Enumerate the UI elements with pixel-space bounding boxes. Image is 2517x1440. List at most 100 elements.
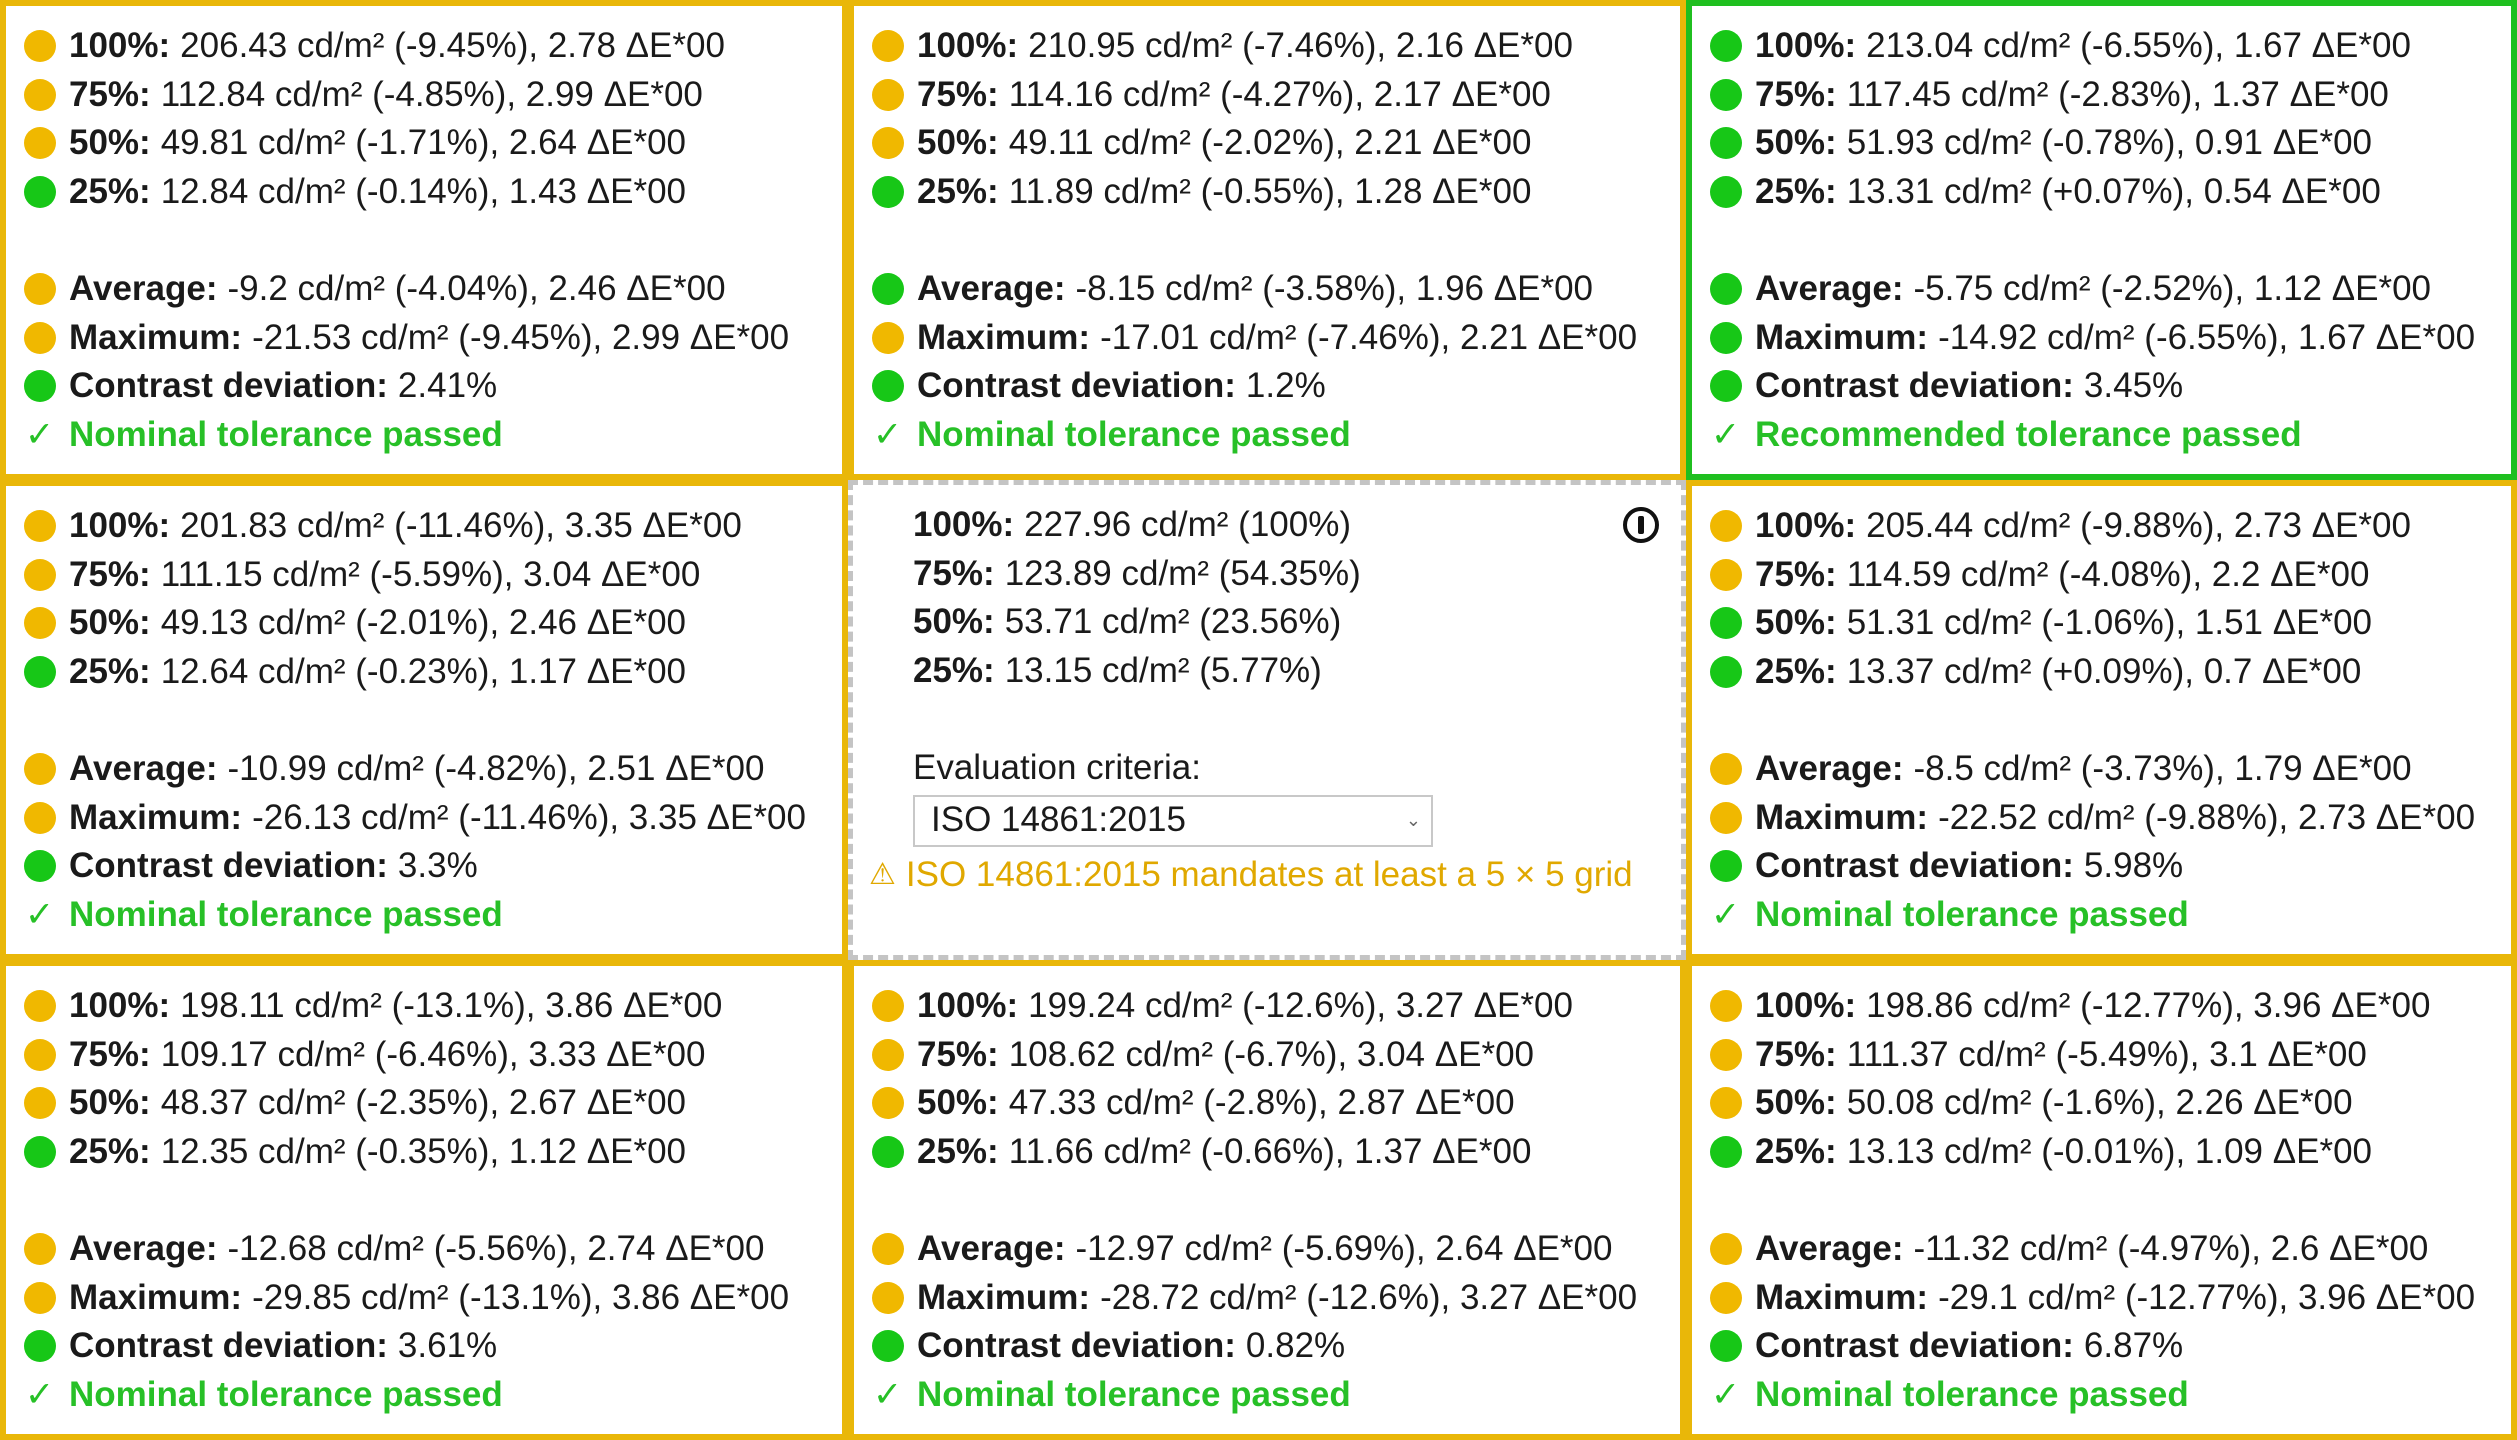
row-value: 48.37 cd/m² (-2.35%), 2.67 ΔE*00 bbox=[160, 1083, 687, 1123]
status-dot-icon bbox=[1710, 321, 1742, 354]
status-dot-icon bbox=[1710, 510, 1742, 543]
status-dot-icon bbox=[872, 176, 904, 209]
row-value: 12.84 cd/m² (-0.14%), 1.43 ΔE*00 bbox=[160, 171, 687, 211]
row-label: 25%: bbox=[917, 1131, 999, 1171]
row-value: 206.43 cd/m² (-9.45%), 2.78 ΔE*00 bbox=[180, 26, 725, 65]
row-value: -9.2 cd/m² (-4.04%), 2.46 ΔE*00 bbox=[227, 268, 726, 308]
check-icon: ✓ bbox=[24, 414, 55, 454]
row-label: 25%: bbox=[69, 171, 151, 211]
row-value: 111.37 cd/m² (-5.49%), 3.1 ΔE*00 bbox=[1846, 1034, 2367, 1074]
maximum-row: Maximum: -22.52 cd/m² (-9.88%), 2.73 ΔE*0… bbox=[1710, 794, 2511, 843]
reference-cell: 100%: 227.96 cd/m² (100%) 75%: 123.89 cd/m²… bbox=[848, 480, 1686, 960]
row-value: 201.83 cd/m² (-11.46%), 3.35 ΔE*00 bbox=[180, 506, 742, 545]
status-dot-icon bbox=[1710, 127, 1742, 160]
status-dot-icon bbox=[24, 607, 56, 640]
maximum-row: Maximum: -21.53 cd/m² (-9.45%), 2.99 ΔE*0… bbox=[24, 314, 842, 363]
row-label: 25%: bbox=[913, 650, 995, 690]
row-label: 75%: bbox=[1755, 74, 1837, 114]
status-dot-icon bbox=[1710, 30, 1742, 63]
status-dot-icon bbox=[24, 1087, 56, 1120]
row-label: 25%: bbox=[69, 1131, 151, 1171]
row-label: Average: bbox=[917, 268, 1066, 308]
criteria-select[interactable]: ISO 14861:2015 ⌄ bbox=[913, 794, 1433, 847]
row-value: 51.31 cd/m² (-1.06%), 1.51 ΔE*00 bbox=[1846, 603, 2373, 643]
luminance-row-r100: 100%: 201.83 cd/m² (-11.46%), 3.35 ΔE*00 bbox=[24, 502, 842, 551]
grid-warning: ⚠ ISO 14861:2015 mandates at least a 5 × … bbox=[869, 851, 1681, 900]
status-dot-icon bbox=[1710, 273, 1742, 306]
average-row: Average: -10.99 cd/m² (-4.82%), 2.51 ΔE*0… bbox=[24, 745, 842, 794]
row-label: 100%: bbox=[69, 26, 171, 65]
check-icon: ✓ bbox=[872, 414, 903, 454]
row-label: 75%: bbox=[69, 554, 151, 594]
row-value: 114.59 cd/m² (-4.08%), 2.2 ΔE*00 bbox=[1846, 554, 2370, 594]
row-value: 11.89 cd/m² (-0.55%), 1.28 ΔE*00 bbox=[1008, 171, 1532, 211]
status-dot-icon bbox=[872, 1233, 904, 1266]
status-dot-icon bbox=[1710, 1136, 1742, 1169]
row-value: 2.41% bbox=[397, 366, 498, 406]
row-label: Contrast deviation: bbox=[917, 1326, 1236, 1366]
contrast-row: Contrast deviation: 1.2% bbox=[872, 362, 1680, 411]
row-label: Contrast deviation: bbox=[1755, 846, 2074, 886]
check-icon: ✓ bbox=[24, 1374, 55, 1414]
row-value: -5.75 cd/m² (-2.52%), 1.12 ΔE*00 bbox=[1913, 268, 2432, 308]
row-label: 50%: bbox=[69, 1083, 151, 1123]
tolerance-result-text: Nominal tolerance passed bbox=[1755, 1374, 2189, 1414]
row-label: 75%: bbox=[69, 74, 151, 114]
luminance-row-r50: 50%: 47.33 cd/m² (-2.8%), 2.87 ΔE*00 bbox=[872, 1079, 1680, 1128]
status-dot-icon bbox=[24, 370, 56, 403]
row-value: 114.16 cd/m² (-4.27%), 2.17 ΔE*00 bbox=[1008, 74, 1551, 114]
reference-row-r25: 25%: 13.15 cd/m² (5.77%) bbox=[913, 647, 1681, 696]
maximum-row: Maximum: -29.85 cd/m² (-13.1%), 3.86 ΔE*0… bbox=[24, 1274, 842, 1323]
luminance-row-r50: 50%: 49.11 cd/m² (-2.02%), 2.21 ΔE*00 bbox=[872, 119, 1680, 168]
status-dot-icon bbox=[1710, 850, 1742, 883]
row-label: Average: bbox=[69, 748, 218, 788]
luminance-row-r75: 75%: 109.17 cd/m² (-6.46%), 3.33 ΔE*00 bbox=[24, 1031, 842, 1080]
row-label: 100%: bbox=[69, 986, 171, 1025]
row-value: 3.45% bbox=[2083, 366, 2184, 406]
status-dot-icon bbox=[872, 1087, 904, 1120]
row-label: Average: bbox=[69, 1228, 218, 1268]
row-label: 50%: bbox=[917, 1083, 999, 1123]
row-label: 100%: bbox=[917, 986, 1019, 1025]
average-row: Average: -11.32 cd/m² (-4.97%), 2.6 ΔE*00 bbox=[1710, 1225, 2511, 1274]
tolerance-result: ✓ Nominal tolerance passed bbox=[1710, 891, 2511, 940]
luminance-row-r50: 50%: 51.31 cd/m² (-1.06%), 1.51 ΔE*00 bbox=[1710, 599, 2511, 648]
row-label: 50%: bbox=[1755, 1083, 1837, 1123]
check-icon: ✓ bbox=[1710, 414, 1741, 454]
row-value: 12.35 cd/m² (-0.35%), 1.12 ΔE*00 bbox=[160, 1131, 687, 1171]
contrast-row: Contrast deviation: 0.82% bbox=[872, 1322, 1680, 1371]
row-value: -26.13 cd/m² (-11.46%), 3.35 ΔE*00 bbox=[252, 797, 806, 837]
row-label: 25%: bbox=[917, 171, 999, 211]
row-value: -22.52 cd/m² (-9.88%), 2.73 ΔE*00 bbox=[1938, 797, 2476, 837]
status-dot-icon bbox=[1710, 1087, 1742, 1120]
row-label: 50%: bbox=[1755, 123, 1837, 163]
row-label: 100%: bbox=[1755, 506, 1857, 545]
row-label: Maximum: bbox=[1755, 797, 1929, 837]
row-value: 49.13 cd/m² (-2.01%), 2.46 ΔE*00 bbox=[160, 603, 687, 643]
status-dot-icon bbox=[24, 990, 56, 1023]
luminance-row-r25: 25%: 11.89 cd/m² (-0.55%), 1.28 ΔE*00 bbox=[872, 168, 1680, 217]
row-value: 117.45 cd/m² (-2.83%), 1.37 ΔE*00 bbox=[1846, 74, 2389, 114]
row-value: 6.87% bbox=[2083, 1326, 2184, 1366]
luminance-row-r25: 25%: 13.37 cd/m² (+0.09%), 0.7 ΔE*00 bbox=[1710, 648, 2511, 697]
info-icon[interactable] bbox=[1623, 507, 1659, 543]
row-label: 25%: bbox=[1755, 171, 1837, 211]
row-label: 25%: bbox=[69, 651, 151, 691]
check-icon: ✓ bbox=[1710, 1374, 1741, 1414]
row-value: -8.15 cd/m² (-3.58%), 1.96 ΔE*00 bbox=[1075, 268, 1594, 308]
maximum-row: Maximum: -28.72 cd/m² (-12.6%), 3.27 ΔE*0… bbox=[872, 1274, 1680, 1323]
row-value: 51.93 cd/m² (-0.78%), 0.91 ΔE*00 bbox=[1846, 123, 2373, 163]
average-row: Average: -5.75 cd/m² (-2.52%), 1.12 ΔE*00 bbox=[1710, 265, 2511, 314]
status-dot-icon bbox=[24, 850, 56, 883]
row-value: 11.66 cd/m² (-0.66%), 1.37 ΔE*00 bbox=[1008, 1131, 1532, 1171]
row-label: 50%: bbox=[1755, 603, 1837, 643]
luminance-row-r25: 25%: 11.66 cd/m² (-0.66%), 1.37 ΔE*00 bbox=[872, 1128, 1680, 1177]
zone-cell-8: 100%: 199.24 cd/m² (-12.6%), 3.27 ΔE*00 75… bbox=[848, 960, 1686, 1440]
row-value: -14.92 cd/m² (-6.55%), 1.67 ΔE*00 bbox=[1938, 317, 2476, 357]
row-label: Maximum: bbox=[1755, 1277, 1929, 1317]
spacer bbox=[1710, 1176, 2511, 1225]
status-dot-icon bbox=[872, 1330, 904, 1363]
zone-cell-7: 100%: 198.11 cd/m² (-13.1%), 3.86 ΔE*00 75… bbox=[0, 960, 848, 1440]
row-value: 205.44 cd/m² (-9.88%), 2.73 ΔE*00 bbox=[1866, 506, 2411, 545]
